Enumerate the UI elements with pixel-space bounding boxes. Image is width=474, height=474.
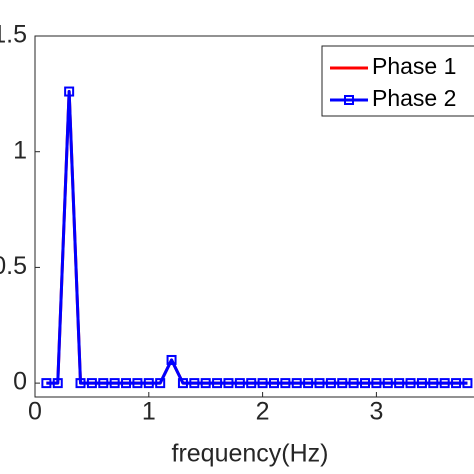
- marker: [257, 378, 268, 389]
- marker: [405, 378, 416, 389]
- marker: [314, 378, 325, 389]
- marker: [280, 378, 291, 389]
- marker: [462, 378, 473, 389]
- legend-label: Phase 2: [372, 85, 456, 111]
- marker: [121, 378, 132, 389]
- marker: [360, 378, 371, 389]
- marker: [439, 378, 450, 389]
- marker: [451, 378, 462, 389]
- marker: [166, 354, 177, 365]
- y-tick-label: 0: [13, 368, 27, 396]
- marker: [64, 86, 75, 97]
- plot-box: [34, 35, 474, 398]
- marker: [382, 378, 393, 389]
- legend-marker: [344, 95, 354, 105]
- marker: [303, 378, 314, 389]
- marker: [86, 378, 97, 389]
- marker: [337, 378, 348, 389]
- marker: [155, 378, 166, 389]
- marker: [428, 378, 439, 389]
- marker: [189, 378, 200, 389]
- marker: [41, 378, 52, 389]
- marker: [268, 378, 279, 389]
- marker: [177, 378, 188, 389]
- x-tick-label: 0: [28, 398, 42, 426]
- marker: [143, 378, 154, 389]
- x-tick-label: 3: [369, 398, 383, 426]
- marker: [291, 378, 302, 389]
- marker: [371, 378, 382, 389]
- series-line: [46, 90, 468, 385]
- x-tick-label: 1: [142, 398, 156, 426]
- y-tick-label: 1: [13, 136, 27, 164]
- marker: [246, 378, 257, 389]
- marker: [75, 378, 86, 389]
- legend: Phase 1 Phase 2: [321, 45, 474, 117]
- marker: [109, 378, 120, 389]
- marker: [52, 378, 63, 389]
- y-tick-label: 1.5: [0, 21, 27, 49]
- marker: [212, 378, 223, 389]
- series-line: [46, 90, 468, 385]
- y-tick-label: 0.5: [0, 252, 27, 280]
- marker: [325, 378, 336, 389]
- marker: [234, 378, 245, 389]
- marker: [223, 378, 234, 389]
- marker: [132, 378, 143, 389]
- legend-label: Phase 1: [372, 53, 456, 79]
- marker: [348, 378, 359, 389]
- x-axis-label: frequency(Hz): [172, 440, 329, 468]
- x-tick-label: 2: [256, 398, 270, 426]
- marker: [200, 378, 211, 389]
- marker: [416, 378, 427, 389]
- marker: [98, 378, 109, 389]
- marker: [394, 378, 405, 389]
